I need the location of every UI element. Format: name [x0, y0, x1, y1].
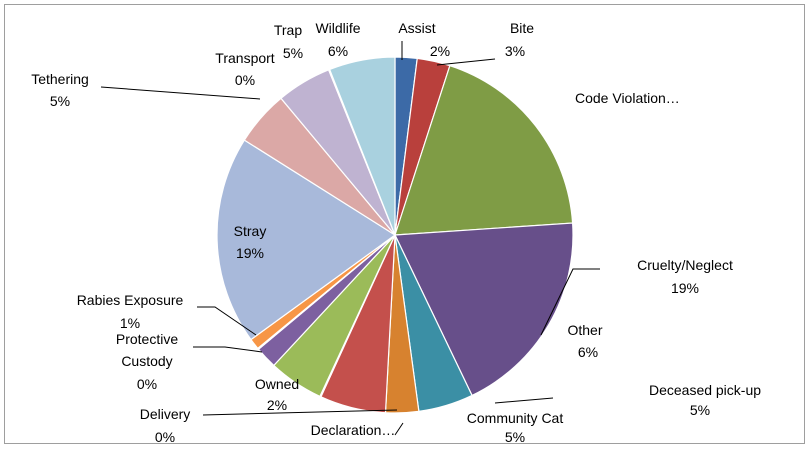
leader-line-protective-custody: [193, 346, 263, 353]
slice-label-declaration: Declaration…: [311, 422, 396, 438]
slice-pct-assist: 2%: [430, 43, 450, 59]
leader-line-tethering: [100, 86, 261, 100]
slice-label-tethering: Tethering: [31, 71, 89, 87]
slice-label-code-violation: Code Violation…: [575, 90, 680, 106]
slice-pct-community-cat: 5%: [505, 429, 525, 445]
slice-label-trap: Trap: [274, 22, 302, 38]
slice-pct-owned: 2%: [267, 397, 287, 413]
leader-line-bite: [436, 58, 496, 66]
slice-label-community-cat: Community Cat: [467, 410, 564, 426]
slice-label-other: Other: [567, 322, 602, 338]
leader-line-delivery: [202, 409, 398, 416]
slice-label-assist: Assist: [398, 20, 435, 36]
slice-pct-cruelty-neglect: 19%: [671, 280, 699, 296]
pie-slice-code-violation: [394, 64, 574, 236]
pie-chart: Assist 2% Bite 3% Code Violation… Cruelty/Neg…: [31, 20, 761, 445]
chart-area: Assist 2% Bite 3% Code Violation… Cruelty/Neg…: [4, 4, 805, 445]
slice-pct-protective-custody: 0%: [137, 376, 157, 392]
leader-line-cruelty-neglect: [540, 268, 600, 336]
slice-label-bite: Bite: [510, 20, 534, 36]
slice-label-deceased-pick-up: Deceased pick-up: [649, 382, 761, 398]
slice-pct-transport: 0%: [235, 72, 255, 88]
leader-line-community-cat: [494, 397, 554, 404]
slice-label-delivery: Delivery: [140, 406, 191, 422]
leader-line-declaration: [394, 422, 404, 436]
slice-pct-wildlife: 6%: [328, 43, 348, 59]
slice-label-wildlife: Wildlife: [315, 20, 360, 36]
slice-pct-tethering: 5%: [50, 93, 70, 109]
slice-label-stray: Stray: [234, 223, 267, 239]
pie-slice-wildlife: [328, 56, 396, 236]
slice-label-protective-custody-line1: Protective: [116, 331, 178, 347]
pie-slice-stray: [216, 139, 397, 341]
slice-pct-trap: 5%: [283, 45, 303, 61]
slice-pct-stray: 19%: [236, 245, 264, 261]
pie-slice-cruelty-neglect: [394, 222, 574, 397]
slice-label-protective-custody-line2: Custody: [121, 353, 172, 369]
slice-pct-rabies-exposure: 1%: [120, 315, 140, 331]
slice-pct-bite: 3%: [505, 43, 525, 59]
slice-pct-delivery: 0%: [155, 429, 175, 445]
slice-pct-deceased-pick-up: 5%: [690, 402, 710, 418]
slice-label-owned: Owned: [255, 376, 299, 392]
leader-line-rabies-exposure: [197, 306, 257, 336]
slice-label-rabies-exposure: Rabies Exposure: [77, 292, 184, 308]
slice-label-transport: Transport: [215, 50, 275, 66]
slice-pct-other: 6%: [578, 344, 598, 360]
slice-label-cruelty-neglect: Cruelty/Neglect: [637, 257, 733, 273]
